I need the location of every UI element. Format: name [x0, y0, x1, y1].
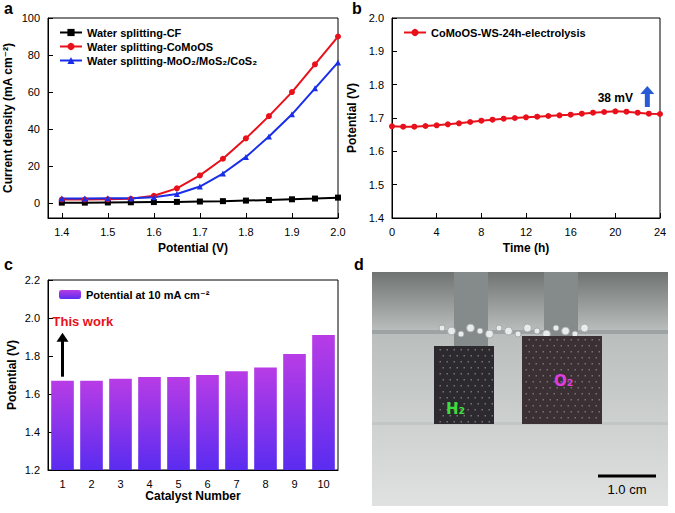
svg-text:2.2: 2.2 — [25, 274, 40, 286]
svg-text:b: b — [352, 0, 362, 17]
svg-text:7: 7 — [233, 478, 239, 490]
svg-text:1.4: 1.4 — [54, 226, 69, 238]
svg-text:40: 40 — [28, 123, 40, 135]
svg-text:1.5: 1.5 — [100, 226, 115, 238]
svg-text:1.4: 1.4 — [369, 212, 384, 224]
svg-text:Current density (mA cm⁻²): Current density (mA cm⁻²) — [1, 43, 15, 193]
svg-text:1.5: 1.5 — [369, 179, 384, 191]
svg-text:Potential (V): Potential (V) — [345, 83, 359, 153]
svg-text:2.0: 2.0 — [25, 312, 40, 324]
svg-text:16: 16 — [565, 226, 577, 238]
svg-text:a: a — [4, 0, 13, 17]
svg-text:1.9: 1.9 — [284, 226, 299, 238]
svg-text:1.6: 1.6 — [25, 388, 40, 400]
svg-text:3: 3 — [117, 478, 123, 490]
svg-text:2.0: 2.0 — [369, 12, 384, 24]
svg-text:c: c — [4, 256, 13, 273]
svg-text:10: 10 — [317, 478, 329, 490]
svg-text:20: 20 — [609, 226, 621, 238]
svg-text:Potential (V): Potential (V) — [5, 340, 19, 410]
svg-text:CoMoOS-WS-24h-electrolysis: CoMoOS-WS-24h-electrolysis — [431, 27, 586, 39]
svg-text:2: 2 — [88, 478, 94, 490]
svg-text:8: 8 — [478, 226, 484, 238]
svg-text:Potential at 10 mA cm⁻²: Potential at 10 mA cm⁻² — [86, 289, 210, 301]
svg-text:Water splitting-CoMoOS: Water splitting-CoMoOS — [87, 41, 213, 53]
svg-text:1.4: 1.4 — [25, 426, 40, 438]
svg-text:20: 20 — [28, 160, 40, 172]
svg-text:38 mV: 38 mV — [598, 91, 633, 105]
svg-text:Water splitting-CF: Water splitting-CF — [87, 27, 182, 39]
svg-text:0: 0 — [389, 226, 395, 238]
svg-text:80: 80 — [28, 49, 40, 61]
svg-text:2.0: 2.0 — [330, 226, 345, 238]
svg-text:6: 6 — [204, 478, 210, 490]
svg-text:8: 8 — [262, 478, 268, 490]
svg-text:1: 1 — [59, 478, 65, 490]
svg-text:60: 60 — [28, 86, 40, 98]
svg-text:1.7: 1.7 — [192, 226, 207, 238]
svg-text:Catalyst Number: Catalyst Number — [145, 489, 241, 503]
svg-text:0: 0 — [34, 197, 40, 209]
svg-text:12: 12 — [520, 226, 532, 238]
svg-text:O₂: O₂ — [554, 372, 573, 390]
svg-text:1.8: 1.8 — [369, 79, 384, 91]
svg-text:Water splitting-MoO₂/MoS₂/CoS₂: Water splitting-MoO₂/MoS₂/CoS₂ — [87, 55, 257, 67]
svg-text:Time (h): Time (h) — [503, 241, 549, 255]
svg-text:d: d — [354, 256, 364, 273]
svg-text:24: 24 — [654, 226, 666, 238]
svg-text:100: 100 — [22, 12, 40, 24]
svg-text:1.6: 1.6 — [146, 226, 161, 238]
svg-text:1.7: 1.7 — [369, 112, 384, 124]
svg-text:Potential (V): Potential (V) — [158, 241, 228, 255]
svg-text:9: 9 — [291, 478, 297, 490]
svg-text:1.9: 1.9 — [369, 45, 384, 57]
svg-text:4: 4 — [434, 226, 440, 238]
svg-text:4: 4 — [146, 478, 152, 490]
svg-text:1.0 cm: 1.0 cm — [607, 482, 646, 497]
svg-text:1.8: 1.8 — [238, 226, 253, 238]
svg-text:1.2: 1.2 — [25, 464, 40, 476]
svg-text:1.6: 1.6 — [369, 145, 384, 157]
svg-text:5: 5 — [175, 478, 181, 490]
svg-text:This work: This work — [53, 314, 114, 329]
svg-text:H₂: H₂ — [446, 400, 465, 418]
svg-text:1.8: 1.8 — [25, 350, 40, 362]
